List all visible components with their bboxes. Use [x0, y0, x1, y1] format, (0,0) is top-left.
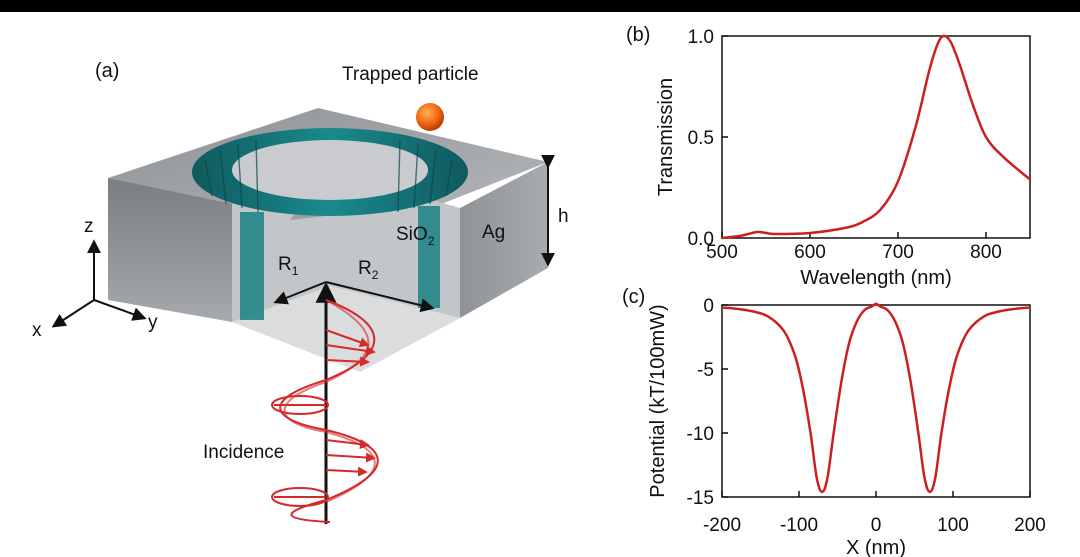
x-tick-label: 200 [1014, 515, 1046, 536]
r2-label: R2 [358, 258, 379, 282]
x-tick-label: 700 [882, 242, 914, 263]
ag-label: Ag [482, 222, 506, 243]
x-tick-label: -100 [780, 515, 818, 536]
axis-x-label: x [32, 320, 42, 341]
y-tick-label: -15 [687, 488, 714, 509]
series-line-0 [721, 34, 1031, 240]
axis-z-label: z [84, 216, 94, 237]
y-tick-label: 0.5 [688, 128, 714, 149]
trapped-particle-label: Trapped particle [342, 64, 479, 85]
coordinate-axes [51, 239, 147, 328]
x-axis-label: Wavelength (nm) [800, 267, 952, 289]
substrate [232, 286, 460, 372]
r1-label: R1 [278, 254, 299, 278]
top-black-bar [0, 0, 1080, 12]
ring-section-left [240, 212, 264, 320]
trapped-particle-sphere [416, 103, 444, 131]
sio2-ring-inner [232, 140, 428, 200]
x-tick-label: 0 [871, 515, 882, 536]
panel-b-label: (b) [626, 24, 651, 46]
sio2-label: SiO2 [396, 224, 435, 248]
x-tick-label: 600 [794, 242, 826, 263]
y-tick-label: -10 [687, 424, 714, 445]
y-axis-label: Transmission [655, 78, 677, 196]
x-tick-label: 500 [706, 242, 738, 263]
x-axis-label: X (nm) [846, 537, 906, 557]
y-tick-label: -5 [697, 360, 714, 381]
x-tick-label: 800 [970, 242, 1002, 263]
y-tick-label: 0.0 [688, 229, 714, 250]
block-right-face [460, 162, 548, 318]
y-axis-label: Potential (kT/100mW) [647, 304, 669, 497]
series-line-0 [721, 302, 1031, 494]
panel-c-label: (c) [622, 286, 646, 308]
axis-y-label: y [148, 312, 158, 333]
incidence-label: Incidence [203, 442, 285, 463]
y-tick-label: 1.0 [688, 27, 714, 48]
sio2-ring-stripes [204, 139, 453, 213]
ring-section-right [418, 206, 440, 308]
block-left-face [108, 178, 232, 322]
r2-arrow [325, 281, 435, 313]
plot-frame [721, 304, 1031, 498]
y-tick-label: 0 [703, 296, 714, 317]
x-tick-label: 100 [937, 515, 969, 536]
panel-a-label: (a) [95, 60, 120, 82]
incident-wave [271, 299, 379, 523]
height-label: h [558, 206, 569, 227]
x-tick-label: -200 [703, 515, 741, 536]
